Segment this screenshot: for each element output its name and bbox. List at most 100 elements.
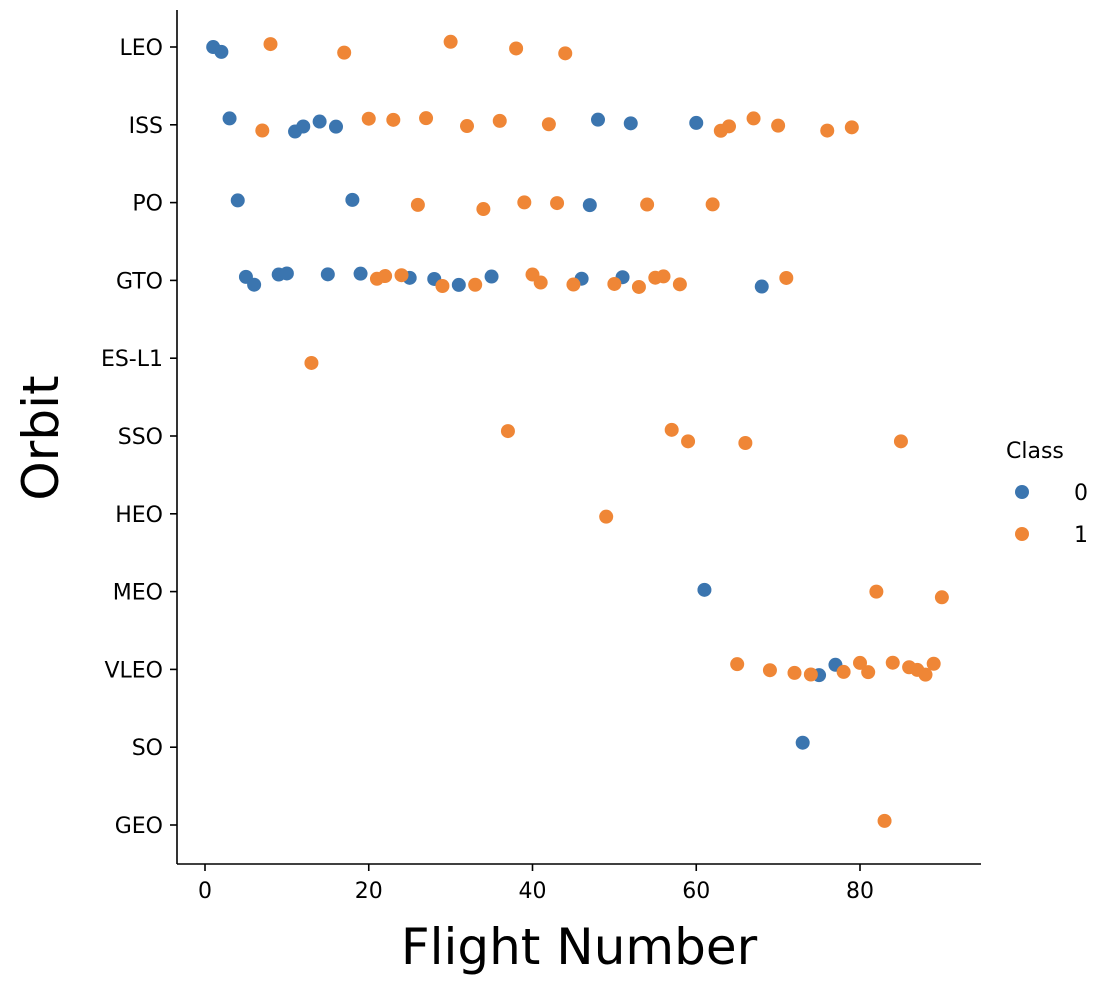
y-tick-label: SO bbox=[132, 736, 163, 761]
data-point-class-1 bbox=[255, 123, 270, 138]
data-point-class-0 bbox=[697, 582, 712, 597]
data-point-class-1 bbox=[836, 664, 851, 679]
data-point-class-1 bbox=[410, 197, 425, 212]
data-point-class-1 bbox=[566, 277, 581, 292]
data-point-class-1 bbox=[877, 813, 892, 828]
legend-title: Class bbox=[1006, 439, 1064, 464]
data-point-class-0 bbox=[230, 193, 245, 208]
data-point-class-1 bbox=[771, 118, 786, 133]
data-point-class-1 bbox=[550, 196, 565, 211]
data-point-class-0 bbox=[591, 112, 605, 127]
data-point-class-0 bbox=[754, 279, 769, 294]
data-point-class-1 bbox=[656, 269, 671, 284]
data-point-class-0 bbox=[320, 267, 335, 282]
scatter-points bbox=[206, 34, 949, 828]
data-point-class-1 bbox=[443, 34, 458, 49]
data-point-class-1 bbox=[681, 434, 696, 449]
legend-marker-1 bbox=[1015, 527, 1029, 541]
data-point-class-1 bbox=[861, 665, 876, 680]
x-tick-label: 40 bbox=[519, 879, 547, 904]
data-point-class-1 bbox=[386, 112, 401, 127]
data-point-class-1 bbox=[853, 655, 867, 670]
data-point-class-1 bbox=[476, 202, 491, 217]
data-point-class-1 bbox=[509, 41, 524, 56]
data-point-class-0 bbox=[623, 116, 638, 131]
data-point-class-0 bbox=[214, 44, 229, 59]
legend-label-1: 1 bbox=[1074, 523, 1088, 548]
data-point-class-0 bbox=[689, 115, 704, 130]
data-point-class-1 bbox=[337, 45, 352, 60]
data-point-class-1 bbox=[722, 119, 736, 134]
data-point-class-0 bbox=[451, 277, 466, 292]
y-tick-label: ISS bbox=[129, 114, 163, 139]
data-point-class-1 bbox=[533, 275, 548, 290]
data-point-class-1 bbox=[664, 422, 679, 437]
data-point-class-1 bbox=[820, 123, 835, 138]
data-point-class-1 bbox=[738, 435, 753, 450]
data-point-class-1 bbox=[705, 197, 720, 212]
data-point-class-0 bbox=[279, 266, 294, 281]
data-point-class-1 bbox=[934, 590, 949, 605]
data-point-class-0 bbox=[353, 266, 368, 281]
y-tick-label: ES-L1 bbox=[101, 347, 163, 372]
x-tick-label: 60 bbox=[682, 879, 710, 904]
x-tick-label: 20 bbox=[355, 879, 383, 904]
data-point-class-1 bbox=[599, 509, 614, 524]
data-point-class-1 bbox=[517, 195, 532, 210]
data-point-class-0 bbox=[484, 269, 499, 284]
data-point-class-1 bbox=[460, 119, 474, 134]
x-ticks: 0 20 40 60 80 bbox=[198, 864, 874, 904]
data-point-class-1 bbox=[631, 279, 646, 294]
data-point-class-1 bbox=[787, 665, 802, 680]
y-tick-label: SSO bbox=[118, 425, 163, 450]
y-tick-label: GTO bbox=[116, 269, 163, 294]
y-tick-label: HEO bbox=[115, 503, 163, 528]
x-tick-label: 80 bbox=[846, 879, 874, 904]
data-point-class-0 bbox=[296, 119, 311, 134]
y-tick-label: PO bbox=[132, 192, 163, 217]
data-point-class-0 bbox=[312, 114, 327, 129]
data-point-class-1 bbox=[607, 276, 622, 291]
data-point-class-1 bbox=[893, 434, 908, 449]
data-point-class-1 bbox=[779, 270, 794, 285]
data-point-class-1 bbox=[435, 278, 450, 293]
legend: Class 0 1 bbox=[1006, 439, 1088, 548]
data-point-class-1 bbox=[730, 657, 745, 672]
y-tick-label: VLEO bbox=[104, 658, 163, 683]
data-point-class-0 bbox=[345, 192, 360, 207]
data-point-class-1 bbox=[746, 111, 761, 126]
data-point-class-1 bbox=[869, 584, 884, 599]
axes bbox=[176, 10, 981, 865]
data-point-class-1 bbox=[885, 655, 900, 670]
data-point-class-1 bbox=[541, 117, 556, 132]
y-tick-label: GEO bbox=[115, 814, 163, 839]
y-tick-label: MEO bbox=[113, 581, 163, 606]
data-point-class-1 bbox=[500, 424, 515, 439]
data-point-class-0 bbox=[247, 277, 262, 292]
data-point-class-1 bbox=[394, 268, 409, 283]
data-point-class-1 bbox=[304, 355, 319, 370]
data-point-class-1 bbox=[672, 277, 687, 292]
data-point-class-1 bbox=[640, 197, 655, 212]
data-point-class-1 bbox=[803, 667, 818, 682]
data-point-class-1 bbox=[558, 46, 573, 61]
data-point-class-1 bbox=[419, 111, 434, 126]
data-point-class-1 bbox=[918, 667, 933, 682]
data-point-class-0 bbox=[222, 111, 237, 126]
legend-marker-0 bbox=[1015, 485, 1029, 499]
y-axis-title: Orbit bbox=[12, 375, 70, 500]
y-ticks: LEO ISS PO GTO ES-L1 SSO HEO MEO VLEO SO GEO bbox=[101, 36, 177, 839]
data-point-class-0 bbox=[795, 735, 810, 750]
data-point-class-1 bbox=[378, 269, 393, 284]
data-point-class-1 bbox=[468, 277, 483, 292]
data-point-class-0 bbox=[329, 119, 343, 134]
data-point-class-1 bbox=[762, 663, 777, 678]
x-tick-label: 0 bbox=[198, 879, 212, 904]
data-point-class-1 bbox=[263, 37, 278, 52]
y-tick-label: LEO bbox=[120, 36, 163, 61]
data-point-class-0 bbox=[582, 198, 597, 213]
data-point-class-1 bbox=[361, 111, 376, 126]
legend-label-0: 0 bbox=[1074, 481, 1088, 506]
data-point-class-1 bbox=[926, 656, 941, 671]
